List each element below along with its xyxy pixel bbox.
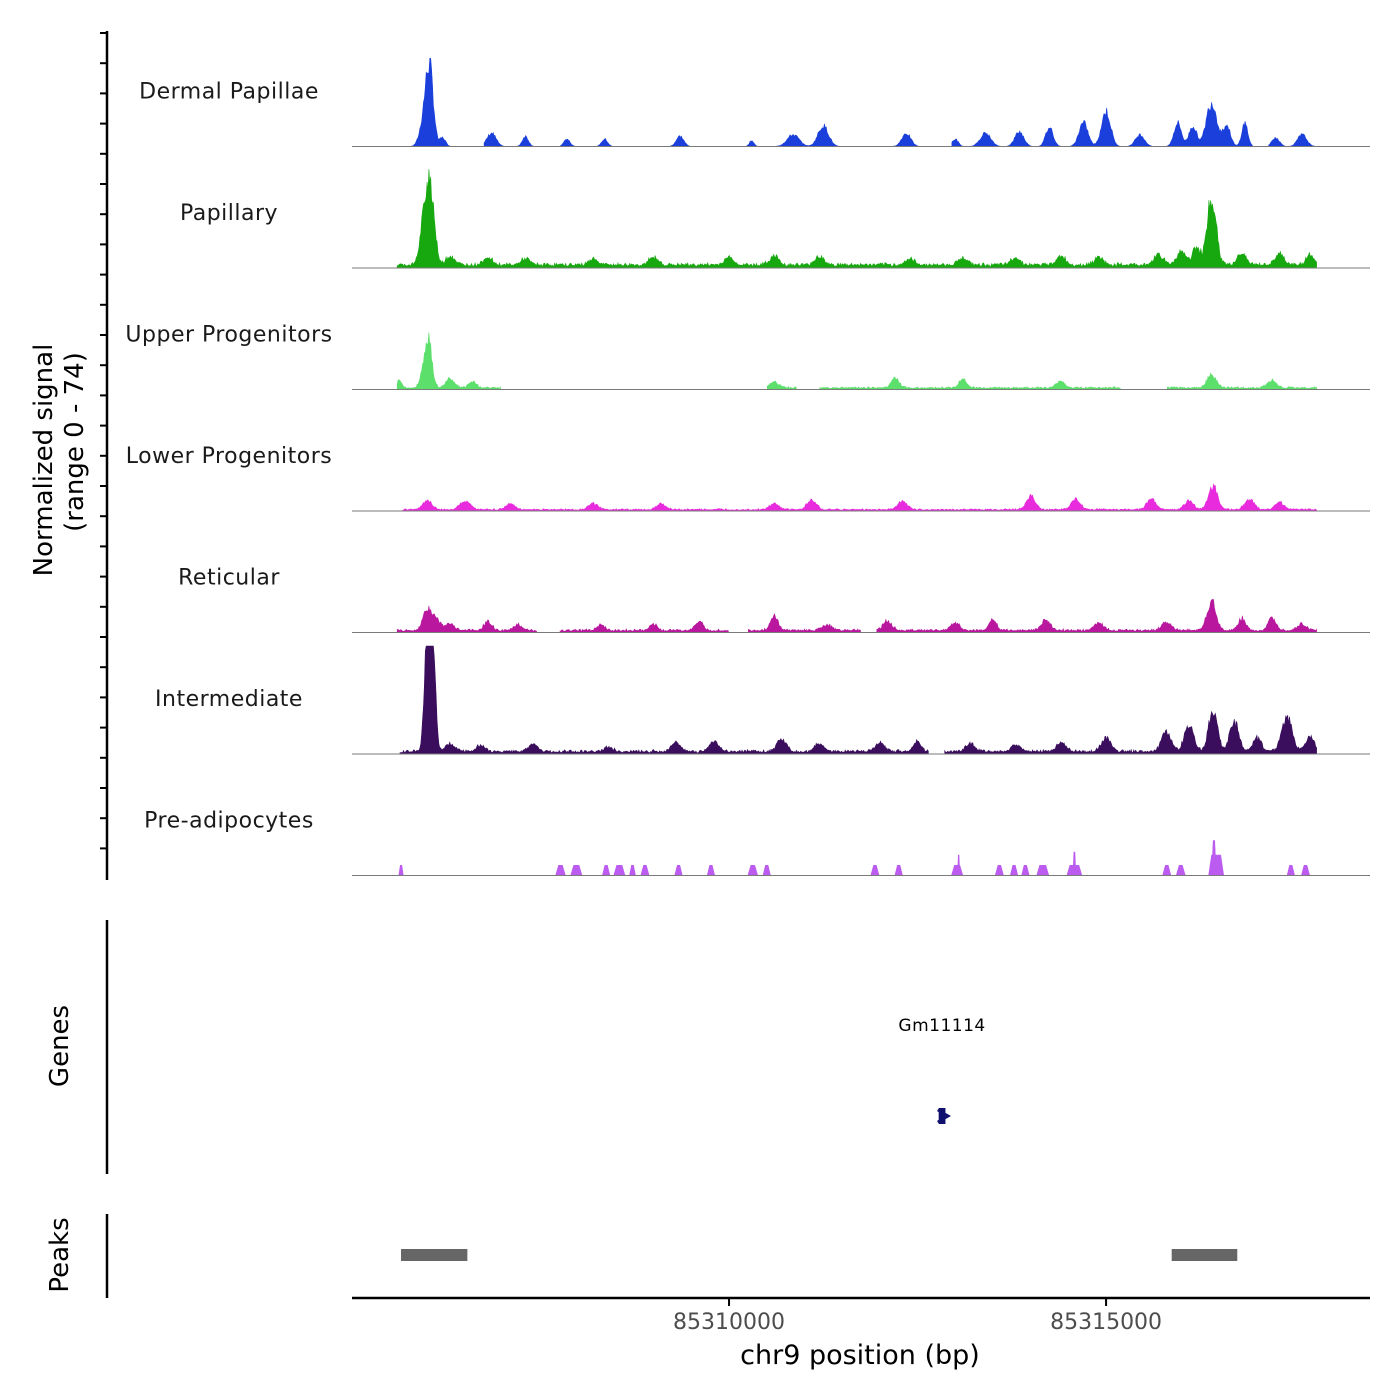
x-axis-title: chr9 position (bp) — [740, 1340, 980, 1371]
coverage-tracks: Dermal Papillae Papillary Upper Progenitor… — [125, 57, 1370, 876]
track-lower-progenitors: Lower Progenitors — [126, 444, 1370, 512]
gene-label: Gm11114 — [898, 1016, 985, 1036]
track-label: Dermal Papillae — [139, 80, 319, 105]
coverage-area-dermal-papillae — [397, 57, 1317, 147]
coverage-area-lower-progenitors — [402, 483, 1317, 512]
y-axis-title-line1: Normalized signal — [29, 344, 59, 577]
y-axis-title: Normalized signal (range 0 - 74) — [29, 344, 90, 577]
coverage-area-reticular — [396, 599, 1317, 633]
x-tick-label: 85315000 — [1050, 1310, 1162, 1335]
peaks-panel: Peaks — [45, 1214, 1238, 1298]
track-papillary: Papillary — [180, 169, 1370, 269]
coverage-area-intermediate — [399, 645, 1317, 755]
track-label: Reticular — [178, 566, 280, 591]
gene-annotations: Gm11114 — [898, 1016, 985, 1124]
coverage-area-upper-progenitors — [396, 332, 1317, 390]
gene-gm11114: Gm11114 — [898, 1016, 985, 1124]
peak-regions — [401, 1249, 1238, 1261]
track-label: Upper Progenitors — [125, 323, 332, 348]
gene-body — [938, 1108, 946, 1124]
coverage-axis-ticks — [100, 32, 107, 850]
track-upper-progenitors: Upper Progenitors — [125, 323, 1370, 390]
peak-region-1 — [401, 1249, 468, 1261]
genes-track-label: Genes — [45, 1005, 75, 1087]
y-axis-title-line2: (range 0 - 74) — [60, 352, 90, 532]
peak-region-2 — [1171, 1249, 1238, 1261]
genes-panel: Genes Gm11114 — [45, 920, 985, 1174]
track-label: Papillary — [180, 201, 278, 226]
x-tick-label: 85310000 — [673, 1310, 785, 1335]
track-pre-adipocytes: Pre-adipocytes — [144, 809, 1370, 876]
coverage-area-pre-adipocytes — [398, 840, 1311, 876]
track-label: Lower Progenitors — [126, 444, 332, 469]
track-label: Intermediate — [155, 687, 303, 712]
track-intermediate: Intermediate — [155, 645, 1370, 755]
coverage-area-papillary — [396, 169, 1317, 269]
track-dermal-papillae: Dermal Papillae — [139, 57, 1370, 147]
peaks-track-label: Peaks — [45, 1217, 75, 1292]
x-axis: 85310000 85315000 chr9 position (bp) — [352, 1296, 1370, 1371]
x-axis-ticks: 85310000 85315000 — [673, 1298, 1162, 1335]
track-label: Pre-adipocytes — [144, 809, 314, 834]
track-reticular: Reticular — [178, 566, 1370, 633]
gene-strand-arrow — [937, 1108, 952, 1124]
